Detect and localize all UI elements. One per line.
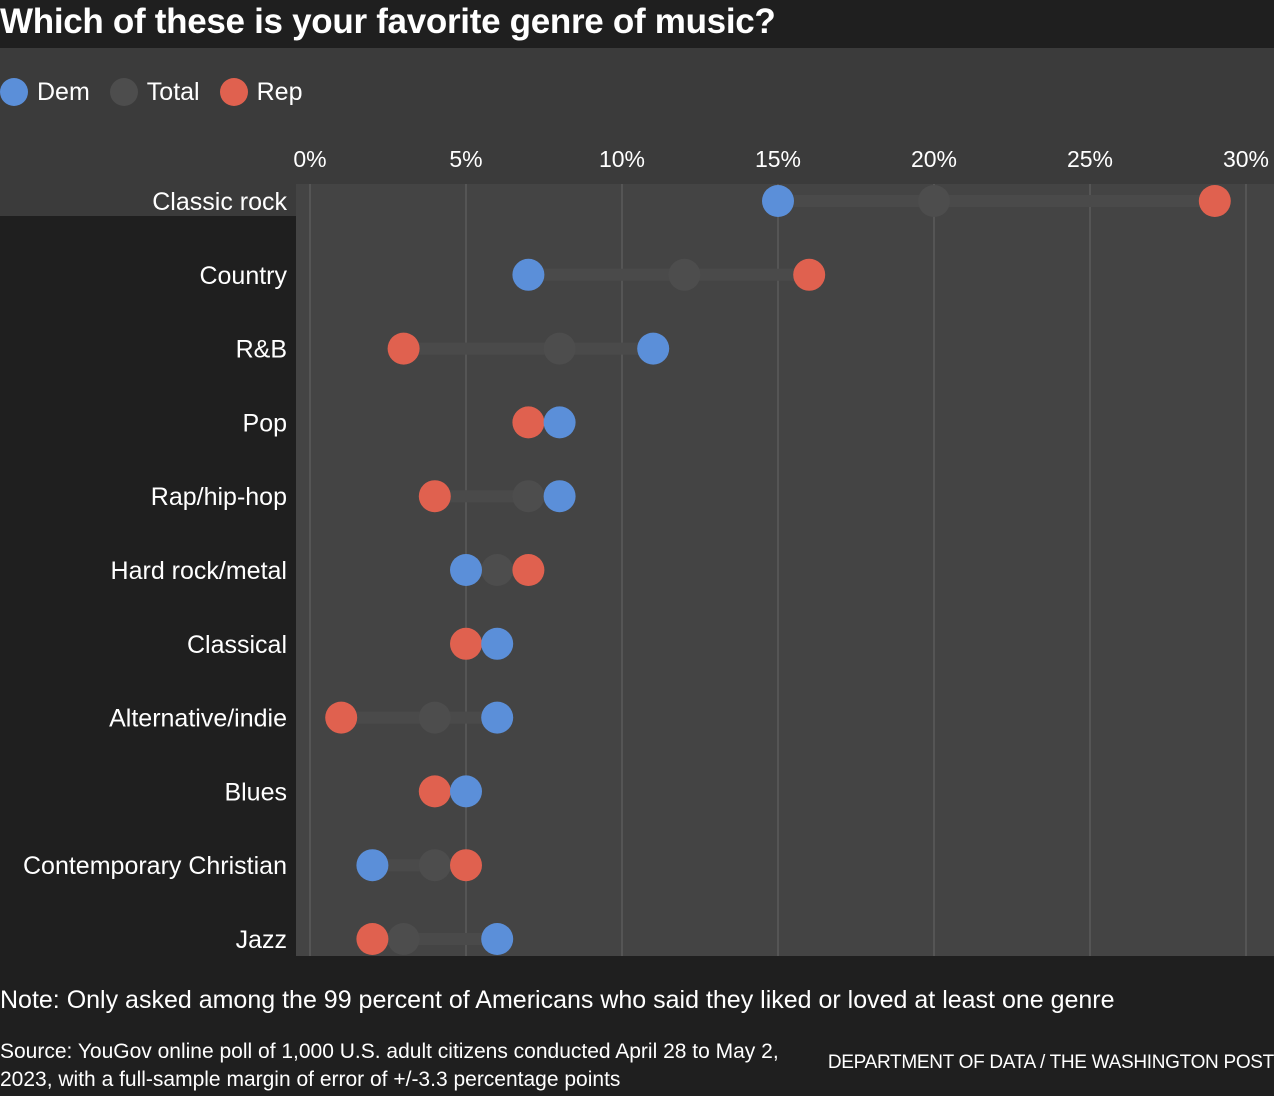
x-tick-label: 0%: [293, 146, 326, 172]
dot-rep: [356, 923, 389, 955]
legend-label-total: Total: [146, 77, 200, 106]
dot-dem: [481, 923, 514, 955]
x-tick-label: 15%: [755, 146, 801, 172]
dot-dem: [762, 185, 794, 217]
dot-rep: [450, 627, 482, 660]
dot-dem: [543, 480, 576, 513]
dot-dem: [543, 406, 576, 439]
dot-rep: [793, 258, 826, 291]
dot-total: [512, 480, 545, 513]
note: Note: Only asked among the 99 percent of…: [0, 986, 1115, 1014]
dot-dem: [450, 554, 482, 586]
x-tick-label: 20%: [911, 146, 957, 172]
dot-dem: [481, 701, 514, 734]
category-label: Hard rock/metal: [111, 557, 287, 585]
category-label: Rap/hip-hop: [151, 483, 287, 511]
footer: [0, 956, 1274, 1096]
dot-dem: [637, 332, 670, 365]
x-tick-label: 10%: [599, 146, 645, 172]
dot-rep: [512, 554, 545, 586]
category-label: Classic rock: [152, 188, 287, 216]
category-label: Classical: [187, 631, 287, 659]
dot-dem: [450, 775, 482, 808]
dot-total: [387, 923, 420, 955]
dot-rep: [325, 701, 358, 734]
x-tick-label: 5%: [449, 146, 482, 172]
legend: Dem Total Rep: [0, 72, 322, 112]
category-label: Blues: [224, 778, 287, 806]
category-label: Country: [199, 262, 287, 290]
x-tick-label: 25%: [1067, 146, 1113, 172]
category-label: R&B: [236, 336, 287, 364]
legend-item-dem: Dem: [0, 78, 90, 107]
dot-total: [418, 849, 451, 882]
x-tick-label: 30%: [1223, 146, 1269, 172]
legend-item-rep: Rep: [219, 77, 303, 107]
category-panel: [0, 184, 296, 956]
legend-swatch-total: [109, 78, 138, 106]
category-label: Jazz: [236, 926, 287, 954]
legend-label-dem: Dem: [37, 77, 90, 106]
category-highlight: [0, 184, 296, 216]
dot-total: [668, 258, 701, 291]
dot-rep: [512, 406, 545, 439]
category-label: Alternative/indie: [109, 705, 287, 733]
category-label: Pop: [243, 409, 287, 437]
title-bar: [0, 0, 1274, 48]
legend-item-total: Total: [109, 77, 200, 107]
dot-rep: [418, 775, 451, 808]
dot-rep: [1198, 185, 1231, 217]
source: Source: YouGov online poll of 1,000 U.S.…: [0, 1040, 779, 1091]
dot-dem: [356, 849, 389, 882]
dot-total: [418, 701, 451, 734]
dot-total: [543, 332, 576, 365]
legend-swatch-rep: [219, 78, 248, 106]
dot-dem: [481, 627, 514, 660]
dot-total: [918, 185, 950, 217]
category-label: Contemporary Christian: [23, 852, 287, 880]
dot-rep: [418, 480, 451, 513]
dot-rep: [450, 849, 482, 882]
dot-rep: [387, 332, 420, 365]
chart-title: Which of these is your favorite genre of…: [0, 2, 776, 41]
dot-total: [481, 554, 514, 586]
legend-swatch-dem: [0, 78, 28, 106]
credit: DEPARTMENT OF DATA / THE WASHINGTON POST: [827, 1052, 1274, 1073]
dot-dem: [512, 258, 545, 291]
legend-label-rep: Rep: [256, 77, 303, 106]
